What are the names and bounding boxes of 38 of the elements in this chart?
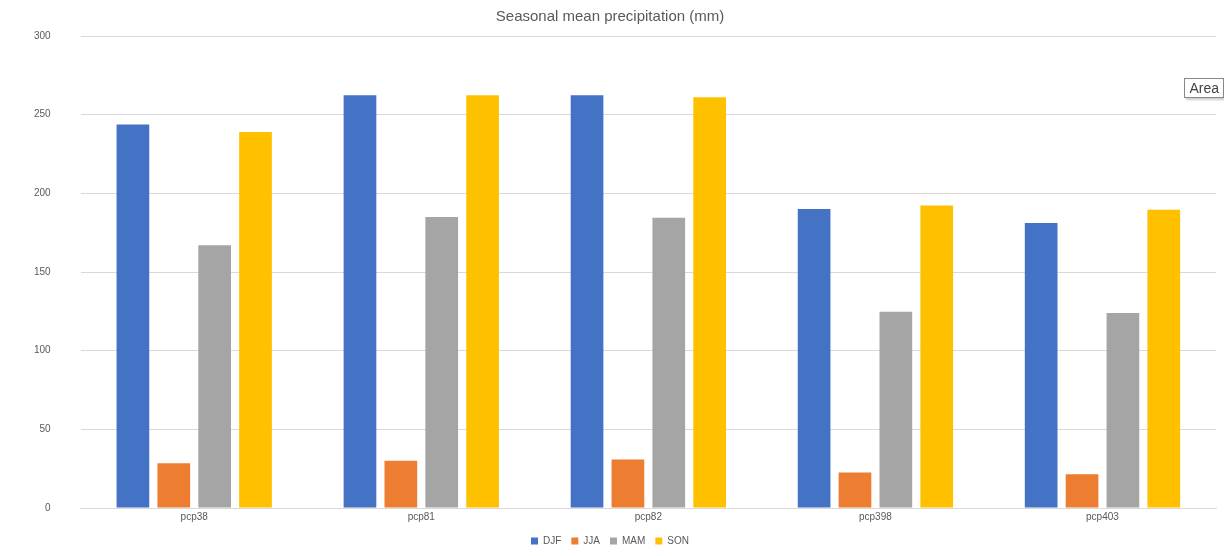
y-tick-label: 250: [34, 108, 52, 120]
bar: [1065, 474, 1099, 508]
bar: [920, 205, 954, 508]
y-tick-label: 300: [34, 29, 52, 41]
bar: [239, 131, 272, 508]
bar: [116, 124, 150, 508]
bar: [466, 95, 499, 508]
bar: [797, 209, 831, 508]
chart-title: Seasonal mean precipitation (mm): [495, 7, 725, 25]
legend-label: JJA: [583, 534, 601, 546]
bar: [693, 97, 726, 508]
bar: [425, 216, 459, 508]
bar: [1024, 222, 1058, 508]
legend-label: DJF: [543, 534, 562, 546]
bar: [838, 472, 872, 508]
legend-label: SON: [667, 534, 689, 546]
y-tick-label: 100: [34, 344, 52, 356]
bar: [1147, 209, 1181, 508]
bar: [198, 245, 231, 508]
x-tick-label: pcp81: [407, 510, 436, 522]
x-tick-label: pcp38: [180, 510, 209, 522]
bar: [652, 217, 686, 508]
y-tick-label: 0: [45, 501, 52, 513]
annotation: Area: [1184, 78, 1224, 98]
y-tick-label: 150: [34, 265, 52, 277]
bar: [1106, 312, 1140, 508]
x-tick-label: pcp82: [634, 510, 663, 522]
y-tick-label: 50: [39, 423, 52, 435]
bar: [343, 95, 377, 508]
legend-label: MAM: [622, 534, 646, 546]
x-tick-label: pcp398: [859, 510, 893, 522]
bar: [879, 311, 913, 508]
bar: [570, 95, 604, 508]
y-tick-label: 200: [34, 187, 52, 199]
x-tick-label: pcp403: [1086, 510, 1120, 522]
bar: [157, 463, 191, 508]
bar: [384, 460, 418, 508]
bar: [611, 459, 645, 508]
